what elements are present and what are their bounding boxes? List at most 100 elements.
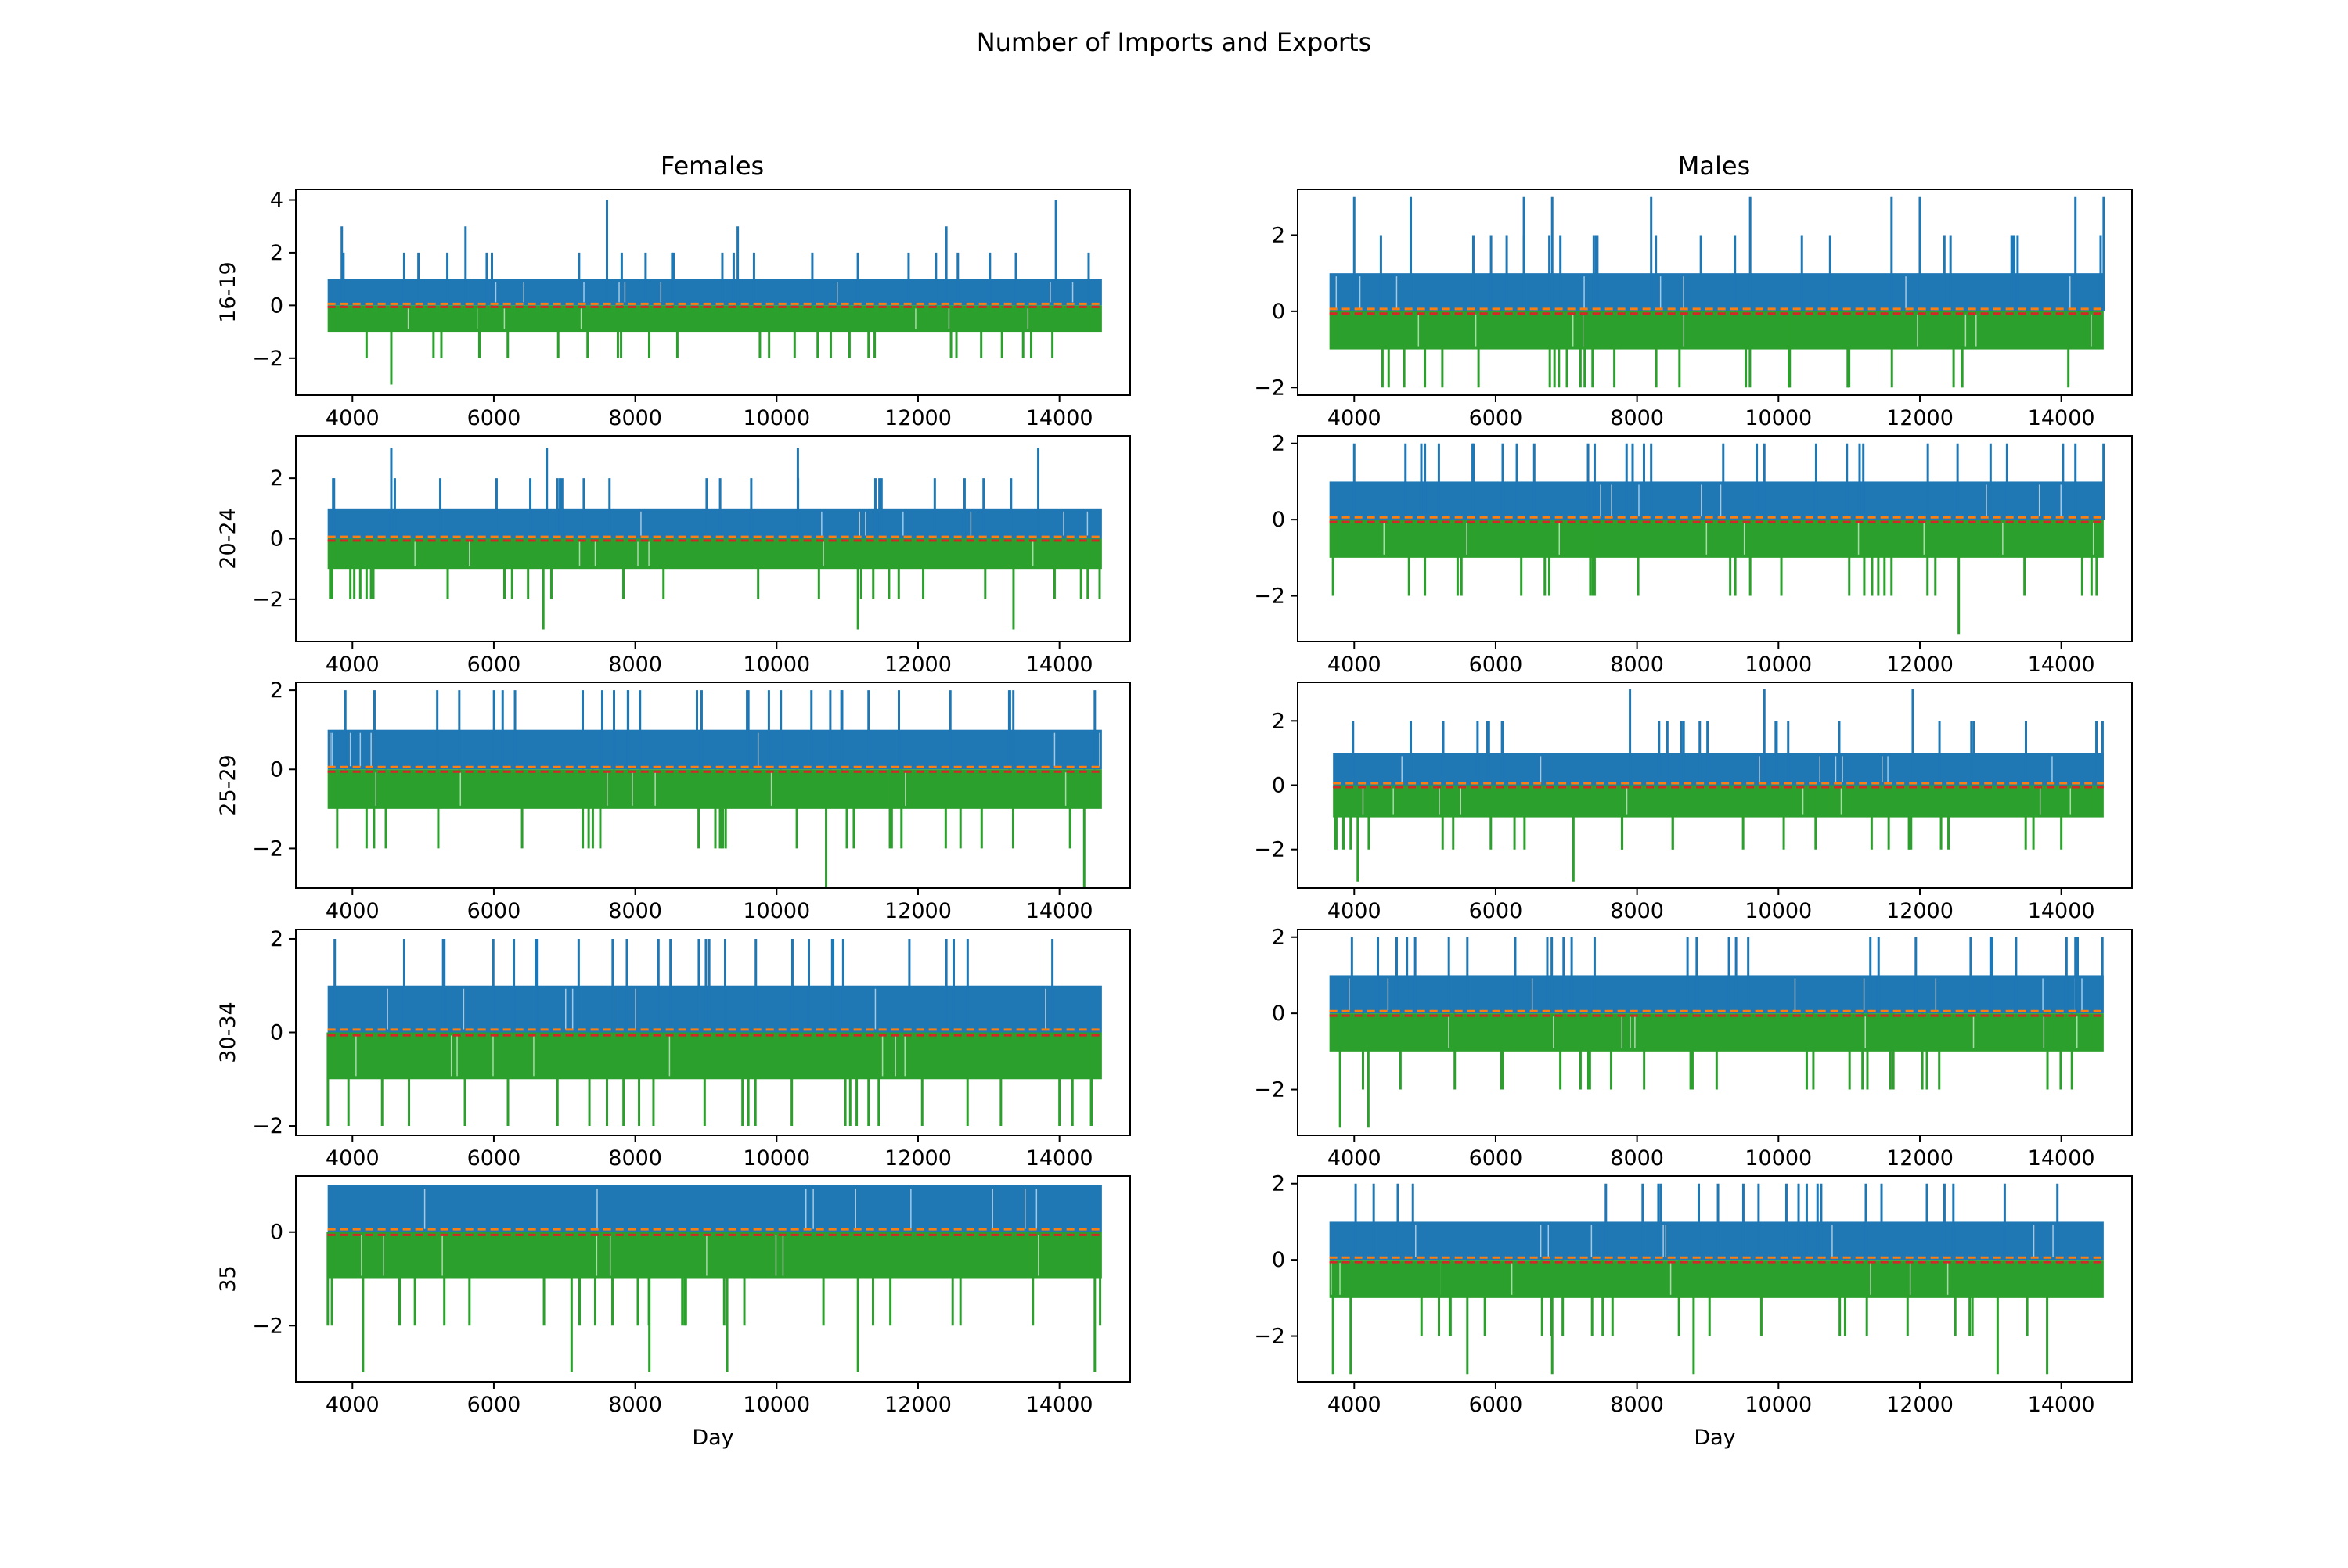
x-tick-label: 6000 <box>467 899 521 923</box>
x-tick-label: 10000 <box>1745 653 1812 677</box>
x-tick-label: 6000 <box>1469 899 1523 923</box>
plot-area <box>1333 689 2104 882</box>
x-tick-label: 6000 <box>467 1146 521 1171</box>
y-tick-label: −2 <box>1254 584 1285 609</box>
x-tick-label: 14000 <box>2028 406 2095 430</box>
y-tick-label: 2 <box>270 678 283 703</box>
x-tick-label: 14000 <box>2028 899 2095 923</box>
axes-frame <box>1297 1175 2133 1383</box>
x-tick-label: 14000 <box>1026 406 1093 430</box>
x-tick-label: 12000 <box>884 1146 952 1171</box>
column-title-males: Males <box>1678 151 1750 181</box>
x-tick-label: 12000 <box>1886 899 1954 923</box>
subplot-grid: 4000 6000 8000 10000 12000 14000−202416-19400… <box>216 188 2133 1450</box>
x-tick-label: 6000 <box>1469 406 1523 430</box>
x-tick-label: 8000 <box>1610 653 1664 677</box>
x-tick-label: 4000 <box>1327 1146 1381 1171</box>
plot-area <box>327 448 1102 630</box>
x-tick-label: 6000 <box>467 653 521 677</box>
x-tick-label: 12000 <box>884 1393 952 1417</box>
x-tick-label: 10000 <box>743 406 810 430</box>
y-tick-label: 0 <box>1272 774 1285 798</box>
panel-males-16-19: 4000 6000 8000 10000 12000 14000 −2 0 2 <box>1254 189 2133 430</box>
y-tick-label: 0 <box>270 293 283 318</box>
axes-frame <box>1297 929 2133 1136</box>
x-tick-label: 14000 <box>1026 1146 1093 1171</box>
series-band-exports <box>327 1032 1102 1080</box>
x-tick-label: 8000 <box>608 1393 662 1417</box>
y-tick-label: 2 <box>270 466 283 491</box>
x-tick-label: 4000 <box>1327 406 1381 430</box>
x-tick-label: 4000 <box>326 1146 380 1171</box>
x-tick-label: 8000 <box>1610 1393 1664 1417</box>
y-tick-label: 0 <box>270 757 283 782</box>
figure-title: Number of Imports and Exports <box>977 27 1372 57</box>
x-tick-label: 10000 <box>743 653 810 677</box>
plot-area <box>326 1185 1102 1373</box>
y-tick-label: −2 <box>252 1314 283 1338</box>
panel-females-25-29: 4000 6000 8000 10000 12000 14000 −2 0 2 25-29 <box>216 678 1131 923</box>
y-tick-label: 2 <box>1272 1172 1285 1196</box>
axes-frame <box>295 189 1131 396</box>
x-tick-label: 10000 <box>1745 1146 1812 1171</box>
y-axis-label: 30-34 <box>216 1002 240 1063</box>
y-tick-label: 2 <box>270 241 283 265</box>
x-tick-label: 4000 <box>326 1393 380 1417</box>
panel-females-35: 4000 6000 8000 10000 12000 14000 −2 0 35 Day <box>216 1175 1131 1450</box>
series-band-imports <box>1333 753 2104 786</box>
x-tick-label: 6000 <box>467 1393 521 1417</box>
x-tick-label: 14000 <box>1026 1393 1093 1417</box>
x-tick-label: 12000 <box>1886 653 1954 677</box>
x-tick-label: 14000 <box>2028 1393 2095 1417</box>
y-tick-label: −2 <box>1254 838 1285 862</box>
series-band-exports <box>1329 520 2104 558</box>
x-axis-label: Day <box>1694 1426 1735 1450</box>
y-axis-label: 25-29 <box>216 754 240 815</box>
x-tick-label: 12000 <box>1886 1146 1954 1171</box>
x-tick-label: 10000 <box>743 899 810 923</box>
plot-area <box>327 690 1102 888</box>
y-tick-label: −2 <box>1254 1325 1285 1349</box>
y-axis-label: 16-19 <box>216 261 240 322</box>
y-tick-label: −2 <box>1254 1078 1285 1102</box>
x-tick-label: 12000 <box>1886 406 1954 430</box>
series-band-imports <box>327 985 1102 1033</box>
x-tick-label: 14000 <box>1026 899 1093 923</box>
x-tick-label: 12000 <box>884 899 952 923</box>
x-tick-label: 8000 <box>608 1146 662 1171</box>
x-tick-label: 12000 <box>884 653 952 677</box>
x-tick-label: 6000 <box>1469 1393 1523 1417</box>
panel-females-20-24: 4000 6000 8000 10000 12000 14000 −2 0 2 20-24 <box>216 435 1131 677</box>
series-band-imports <box>1329 1221 2104 1261</box>
y-tick-label: 0 <box>1272 508 1285 532</box>
x-tick-label: 4000 <box>1327 899 1381 923</box>
series-band-imports <box>1329 481 2104 520</box>
x-tick-label: 4000 <box>326 406 380 430</box>
y-tick-label: −2 <box>1254 376 1285 400</box>
y-tick-label: 0 <box>270 1221 283 1245</box>
x-tick-label: 8000 <box>608 653 662 677</box>
x-tick-label: 10000 <box>1745 1393 1812 1417</box>
y-axis-label: 35 <box>216 1265 240 1292</box>
series-band-exports <box>327 538 1102 570</box>
x-tick-label: 14000 <box>1026 653 1093 677</box>
panel-females-16-19: 4000 6000 8000 10000 12000 14000 −2 0 2 4 16-19 <box>216 188 1131 430</box>
axes-frame <box>1297 435 2133 642</box>
plot-area <box>327 200 1102 385</box>
series-band-exports <box>327 1232 1102 1279</box>
x-axis-label: Day <box>692 1426 733 1450</box>
series-band-imports <box>327 729 1102 770</box>
panel-males-20-24: 4000 6000 8000 10000 12000 14000 −2 0 2 <box>1254 432 2133 677</box>
series-band-exports <box>327 305 1102 333</box>
x-tick-label: 6000 <box>1469 653 1523 677</box>
x-tick-label: 10000 <box>1745 406 1812 430</box>
y-tick-label: −2 <box>252 588 283 612</box>
plot-area <box>1329 443 2105 635</box>
x-tick-label: 14000 <box>2028 653 2095 677</box>
panel-males-30-34: 4000 6000 8000 10000 12000 14000 −2 0 2 <box>1254 926 2133 1171</box>
axes-frame <box>295 1175 1131 1383</box>
axes-frame <box>295 682 1131 889</box>
y-tick-label: 0 <box>1272 1002 1285 1026</box>
